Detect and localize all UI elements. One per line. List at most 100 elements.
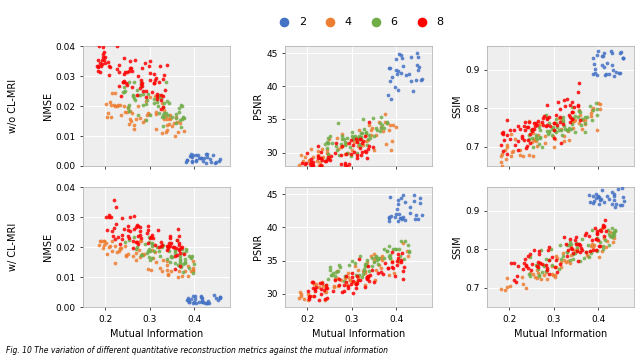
Point: [136, 252, 147, 258]
Point: [371, 125, 381, 130]
Point: [579, 115, 589, 120]
Point: [135, 228, 145, 233]
Point: [197, 299, 207, 305]
Point: [180, 259, 191, 265]
Point: [177, 103, 188, 109]
Point: [390, 84, 400, 90]
Point: [191, 159, 201, 164]
Point: [385, 147, 396, 152]
Point: [324, 170, 335, 175]
Point: [598, 243, 608, 249]
Point: [577, 126, 587, 132]
Point: [551, 112, 561, 118]
Point: [109, 197, 119, 203]
Point: [595, 243, 605, 248]
Point: [113, 102, 124, 108]
Point: [579, 120, 589, 126]
Point: [178, 114, 188, 120]
Point: [585, 248, 595, 254]
Point: [348, 135, 358, 141]
Point: [551, 129, 561, 135]
Point: [343, 271, 353, 276]
Point: [367, 267, 377, 273]
Point: [592, 52, 602, 57]
Point: [522, 146, 532, 151]
Point: [175, 117, 185, 123]
Point: [567, 109, 577, 115]
Point: [337, 289, 348, 295]
Point: [364, 143, 374, 149]
Point: [386, 96, 396, 102]
Point: [131, 239, 141, 245]
Point: [527, 126, 537, 131]
Point: [138, 91, 148, 97]
Point: [586, 110, 596, 116]
Point: [389, 270, 399, 276]
Point: [149, 80, 159, 86]
Point: [322, 147, 332, 153]
Point: [413, 54, 423, 60]
Point: [296, 152, 306, 158]
Point: [165, 259, 175, 265]
Point: [414, 64, 424, 70]
Point: [520, 119, 530, 125]
Point: [521, 263, 531, 268]
Point: [143, 63, 154, 69]
Point: [517, 135, 527, 141]
Point: [385, 122, 396, 128]
Point: [524, 132, 534, 138]
Point: [599, 51, 609, 56]
Point: [319, 167, 330, 173]
Point: [592, 72, 602, 77]
Point: [196, 155, 207, 160]
Point: [573, 242, 584, 247]
Point: [321, 141, 331, 146]
Point: [144, 254, 154, 260]
Point: [203, 298, 213, 304]
Point: [610, 228, 620, 234]
Point: [577, 116, 587, 122]
Point: [413, 67, 423, 73]
Point: [524, 152, 534, 158]
Point: [548, 272, 558, 278]
Point: [326, 140, 337, 146]
Point: [305, 159, 316, 165]
Point: [518, 153, 528, 159]
Point: [392, 251, 403, 257]
Point: [181, 246, 191, 252]
Point: [539, 272, 549, 278]
Point: [173, 268, 184, 273]
Point: [355, 136, 365, 142]
Point: [570, 250, 580, 256]
Point: [319, 296, 330, 302]
Point: [351, 138, 362, 144]
Point: [175, 253, 185, 258]
Point: [306, 156, 316, 161]
Point: [598, 233, 609, 238]
Legend: 2, 4, 6, 8: 2, 4, 6, 8: [269, 13, 448, 31]
Point: [295, 170, 305, 175]
Point: [390, 246, 400, 252]
Point: [314, 297, 324, 302]
Point: [592, 231, 602, 237]
Point: [361, 132, 371, 138]
Point: [564, 137, 574, 142]
Point: [556, 126, 566, 132]
Point: [328, 288, 339, 294]
Point: [598, 223, 609, 228]
Point: [522, 253, 532, 259]
Point: [508, 148, 518, 154]
Point: [102, 227, 112, 233]
Point: [545, 123, 556, 129]
Point: [322, 170, 332, 175]
Point: [94, 44, 104, 49]
Point: [535, 136, 545, 141]
Point: [119, 71, 129, 77]
Point: [93, 63, 103, 69]
Point: [397, 240, 408, 246]
Point: [521, 262, 531, 268]
Point: [599, 199, 609, 205]
Point: [127, 110, 137, 115]
Point: [184, 300, 195, 305]
Point: [149, 248, 159, 254]
